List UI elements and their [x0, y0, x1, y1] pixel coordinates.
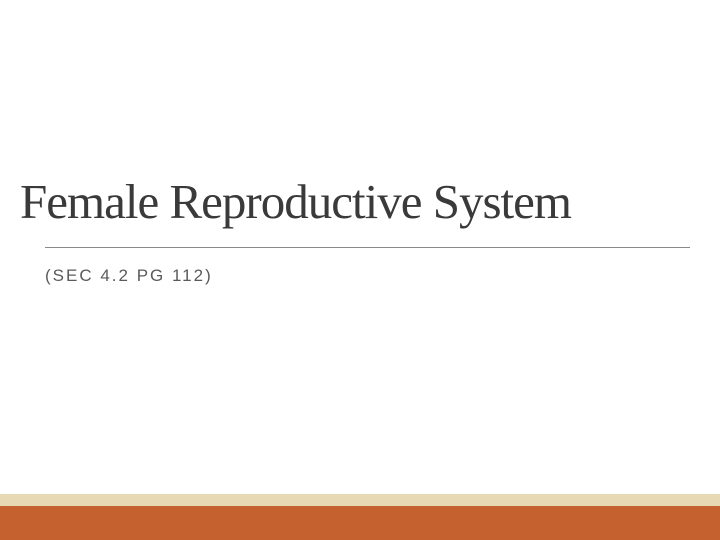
title-divider [45, 247, 690, 248]
cream-strip [0, 494, 720, 506]
bottom-accent-bar [0, 494, 720, 540]
orange-strip [0, 506, 720, 540]
slide-subtitle: (SEC 4.2 PG 112) [45, 266, 700, 286]
bottom-bar-inner [0, 494, 720, 540]
title-area: Female Reproductive System (SEC 4.2 PG 1… [20, 175, 700, 286]
slide-title: Female Reproductive System [20, 175, 700, 229]
slide-container: Female Reproductive System (SEC 4.2 PG 1… [0, 0, 720, 540]
